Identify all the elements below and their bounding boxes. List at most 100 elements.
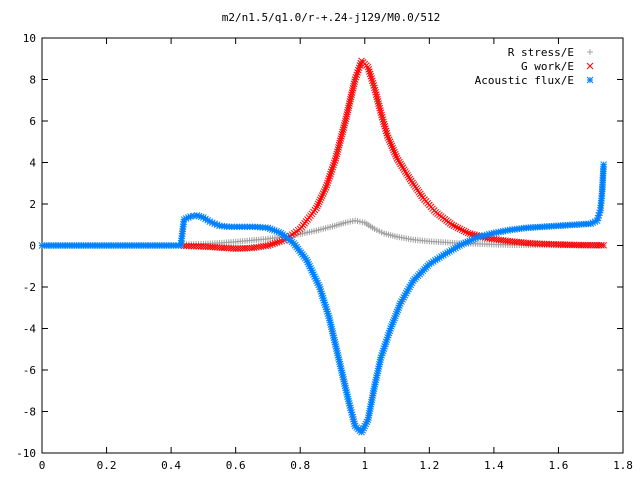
data-point	[355, 64, 363, 72]
data-point	[323, 181, 331, 189]
data-point	[404, 171, 411, 179]
data-point	[405, 173, 413, 181]
data-point	[325, 175, 333, 182]
x-tick-label: 1.6	[549, 459, 569, 472]
data-point	[354, 66, 362, 74]
data-point	[338, 130, 346, 138]
x-tick-label: 1.4	[484, 459, 504, 472]
data-point	[448, 221, 456, 229]
data-point	[364, 63, 372, 71]
data-point	[278, 237, 286, 245]
data-point	[321, 186, 329, 193]
data-point	[452, 223, 460, 231]
data-point	[317, 194, 325, 202]
data-point	[327, 170, 334, 178]
data-point	[369, 79, 377, 87]
x-tick-label: 1.2	[419, 459, 439, 472]
x-tick-label: 0.2	[97, 459, 117, 472]
data-point	[393, 154, 401, 162]
data-point	[334, 148, 341, 156]
data-point	[326, 172, 334, 180]
data-point	[329, 163, 337, 171]
data-point	[366, 70, 374, 78]
data-point	[454, 224, 462, 232]
data-point	[383, 129, 391, 137]
data-point	[266, 241, 274, 249]
data-point	[330, 161, 337, 169]
data-point	[314, 200, 322, 208]
legend-marker	[586, 76, 594, 84]
chart-title: m2/n1.5/q1.0/r-+.24-j129/M0.0/512	[222, 11, 441, 24]
data-point	[368, 77, 376, 85]
data-point	[398, 162, 406, 170]
data-point	[378, 113, 386, 121]
legend-marker	[586, 62, 594, 70]
data-point	[335, 141, 343, 149]
data-point	[331, 157, 339, 164]
data-point	[366, 68, 373, 76]
data-point	[368, 75, 375, 82]
x-tick-label: 1.8	[613, 459, 633, 472]
data-point	[336, 137, 344, 145]
data-point	[408, 279, 416, 287]
legend-label: G work/E	[521, 60, 574, 73]
data-point	[379, 116, 387, 123]
series-3	[38, 161, 607, 436]
series-layer	[38, 57, 607, 436]
y-tick-label: -4	[23, 323, 37, 336]
data-point	[382, 125, 389, 133]
data-point	[396, 158, 403, 166]
data-point	[458, 226, 466, 234]
data-point	[318, 192, 326, 200]
y-tick-label: 0	[29, 240, 36, 253]
data-point	[340, 122, 348, 129]
data-point	[462, 228, 470, 236]
data-point	[271, 239, 279, 247]
x-tick-label: 0.4	[161, 459, 181, 472]
data-point	[336, 139, 344, 147]
y-tick-label: -2	[23, 281, 36, 294]
series-2	[180, 57, 607, 252]
data-point	[324, 177, 332, 185]
data-point	[390, 146, 397, 154]
data-point	[357, 59, 365, 67]
y-tick-label: 6	[29, 115, 36, 128]
data-point	[339, 128, 346, 136]
axis-ticks: 0 0.2 0.4 0.6 0.8 1 1.2 1.4 1.6 1.8 -10 -8 -6 -4 -2 0 2 4…	[16, 32, 633, 472]
data-point	[320, 188, 328, 195]
data-point	[466, 230, 474, 237]
data-point	[332, 154, 340, 162]
data-point	[382, 127, 390, 135]
y-tick-label: -6	[23, 364, 36, 377]
x-tick-label: 0.8	[290, 459, 310, 472]
data-point	[327, 168, 335, 176]
data-point	[273, 239, 281, 246]
data-point	[401, 168, 409, 175]
data-point	[339, 126, 347, 134]
data-point	[352, 73, 360, 81]
data-point	[598, 241, 605, 249]
legend-label: Acoustic flux/E	[475, 74, 574, 87]
data-point	[337, 135, 345, 142]
data-point	[354, 69, 361, 76]
data-point	[384, 132, 391, 139]
y-tick-label: 10	[23, 32, 36, 45]
y-tick-label: -10	[16, 447, 36, 460]
data-point	[335, 144, 342, 151]
data-point	[370, 82, 378, 89]
data-point	[380, 118, 387, 126]
data-point	[353, 71, 361, 79]
data-point	[315, 198, 323, 206]
y-tick-label: 8	[29, 74, 36, 87]
data-point	[600, 241, 607, 249]
data-point	[334, 146, 342, 153]
data-point	[384, 134, 392, 141]
data-point	[450, 222, 458, 230]
data-point	[367, 72, 375, 80]
data-point	[264, 242, 272, 249]
data-point	[322, 184, 330, 191]
data-point	[313, 202, 321, 210]
y-tick-label: 4	[29, 157, 36, 170]
data-point	[391, 150, 399, 158]
